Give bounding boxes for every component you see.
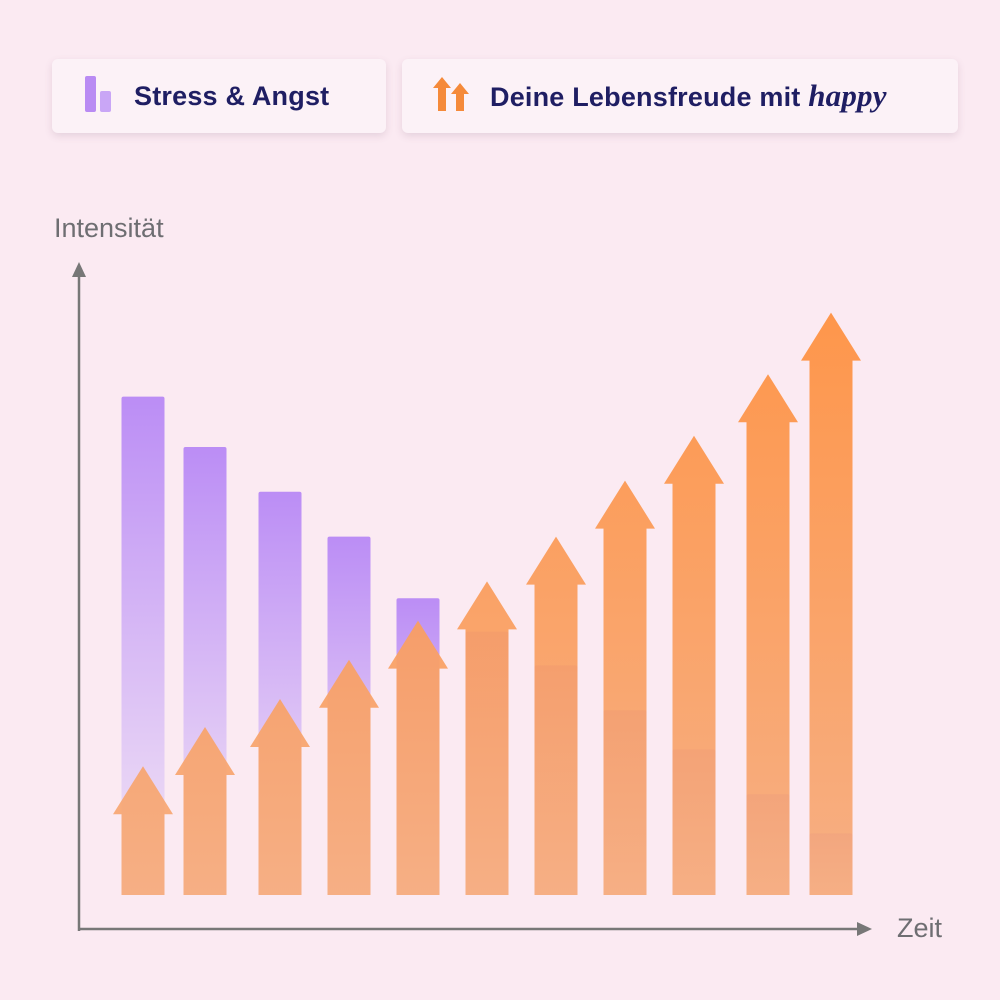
joy-arrow <box>113 766 173 895</box>
y-axis-label: Intensität <box>54 213 164 243</box>
joy-arrow <box>175 727 235 895</box>
joy-arrow <box>388 620 448 895</box>
joy-arrow <box>526 536 586 895</box>
legend-joy-brand: happy <box>808 78 887 113</box>
legend-joy: Deine Lebensfreude mit happy <box>402 59 958 133</box>
joy-arrow <box>664 435 724 895</box>
y-axis-arrowhead <box>72 262 86 277</box>
stress-bar <box>121 396 165 895</box>
legend-stress: Stress & Angst <box>52 59 386 133</box>
joy-arrow <box>801 312 861 896</box>
legend-joy-text: Deine Lebensfreude mit <box>490 82 801 112</box>
joy-series <box>113 312 861 896</box>
bar-chart-icon <box>84 75 114 118</box>
joy-arrow <box>319 659 379 895</box>
legend-joy-label: Deine Lebensfreude mit happy <box>490 78 887 114</box>
legend-stress-label: Stress & Angst <box>134 80 330 111</box>
joy-arrow <box>457 581 517 895</box>
joy-arrow <box>250 699 310 895</box>
x-axis-label: Zeit <box>897 913 943 943</box>
joy-arrow <box>595 480 655 895</box>
joy-arrow <box>738 374 798 895</box>
x-axis-arrowhead <box>857 922 872 936</box>
axes <box>72 262 872 936</box>
double-arrow-up-icon <box>432 75 470 118</box>
